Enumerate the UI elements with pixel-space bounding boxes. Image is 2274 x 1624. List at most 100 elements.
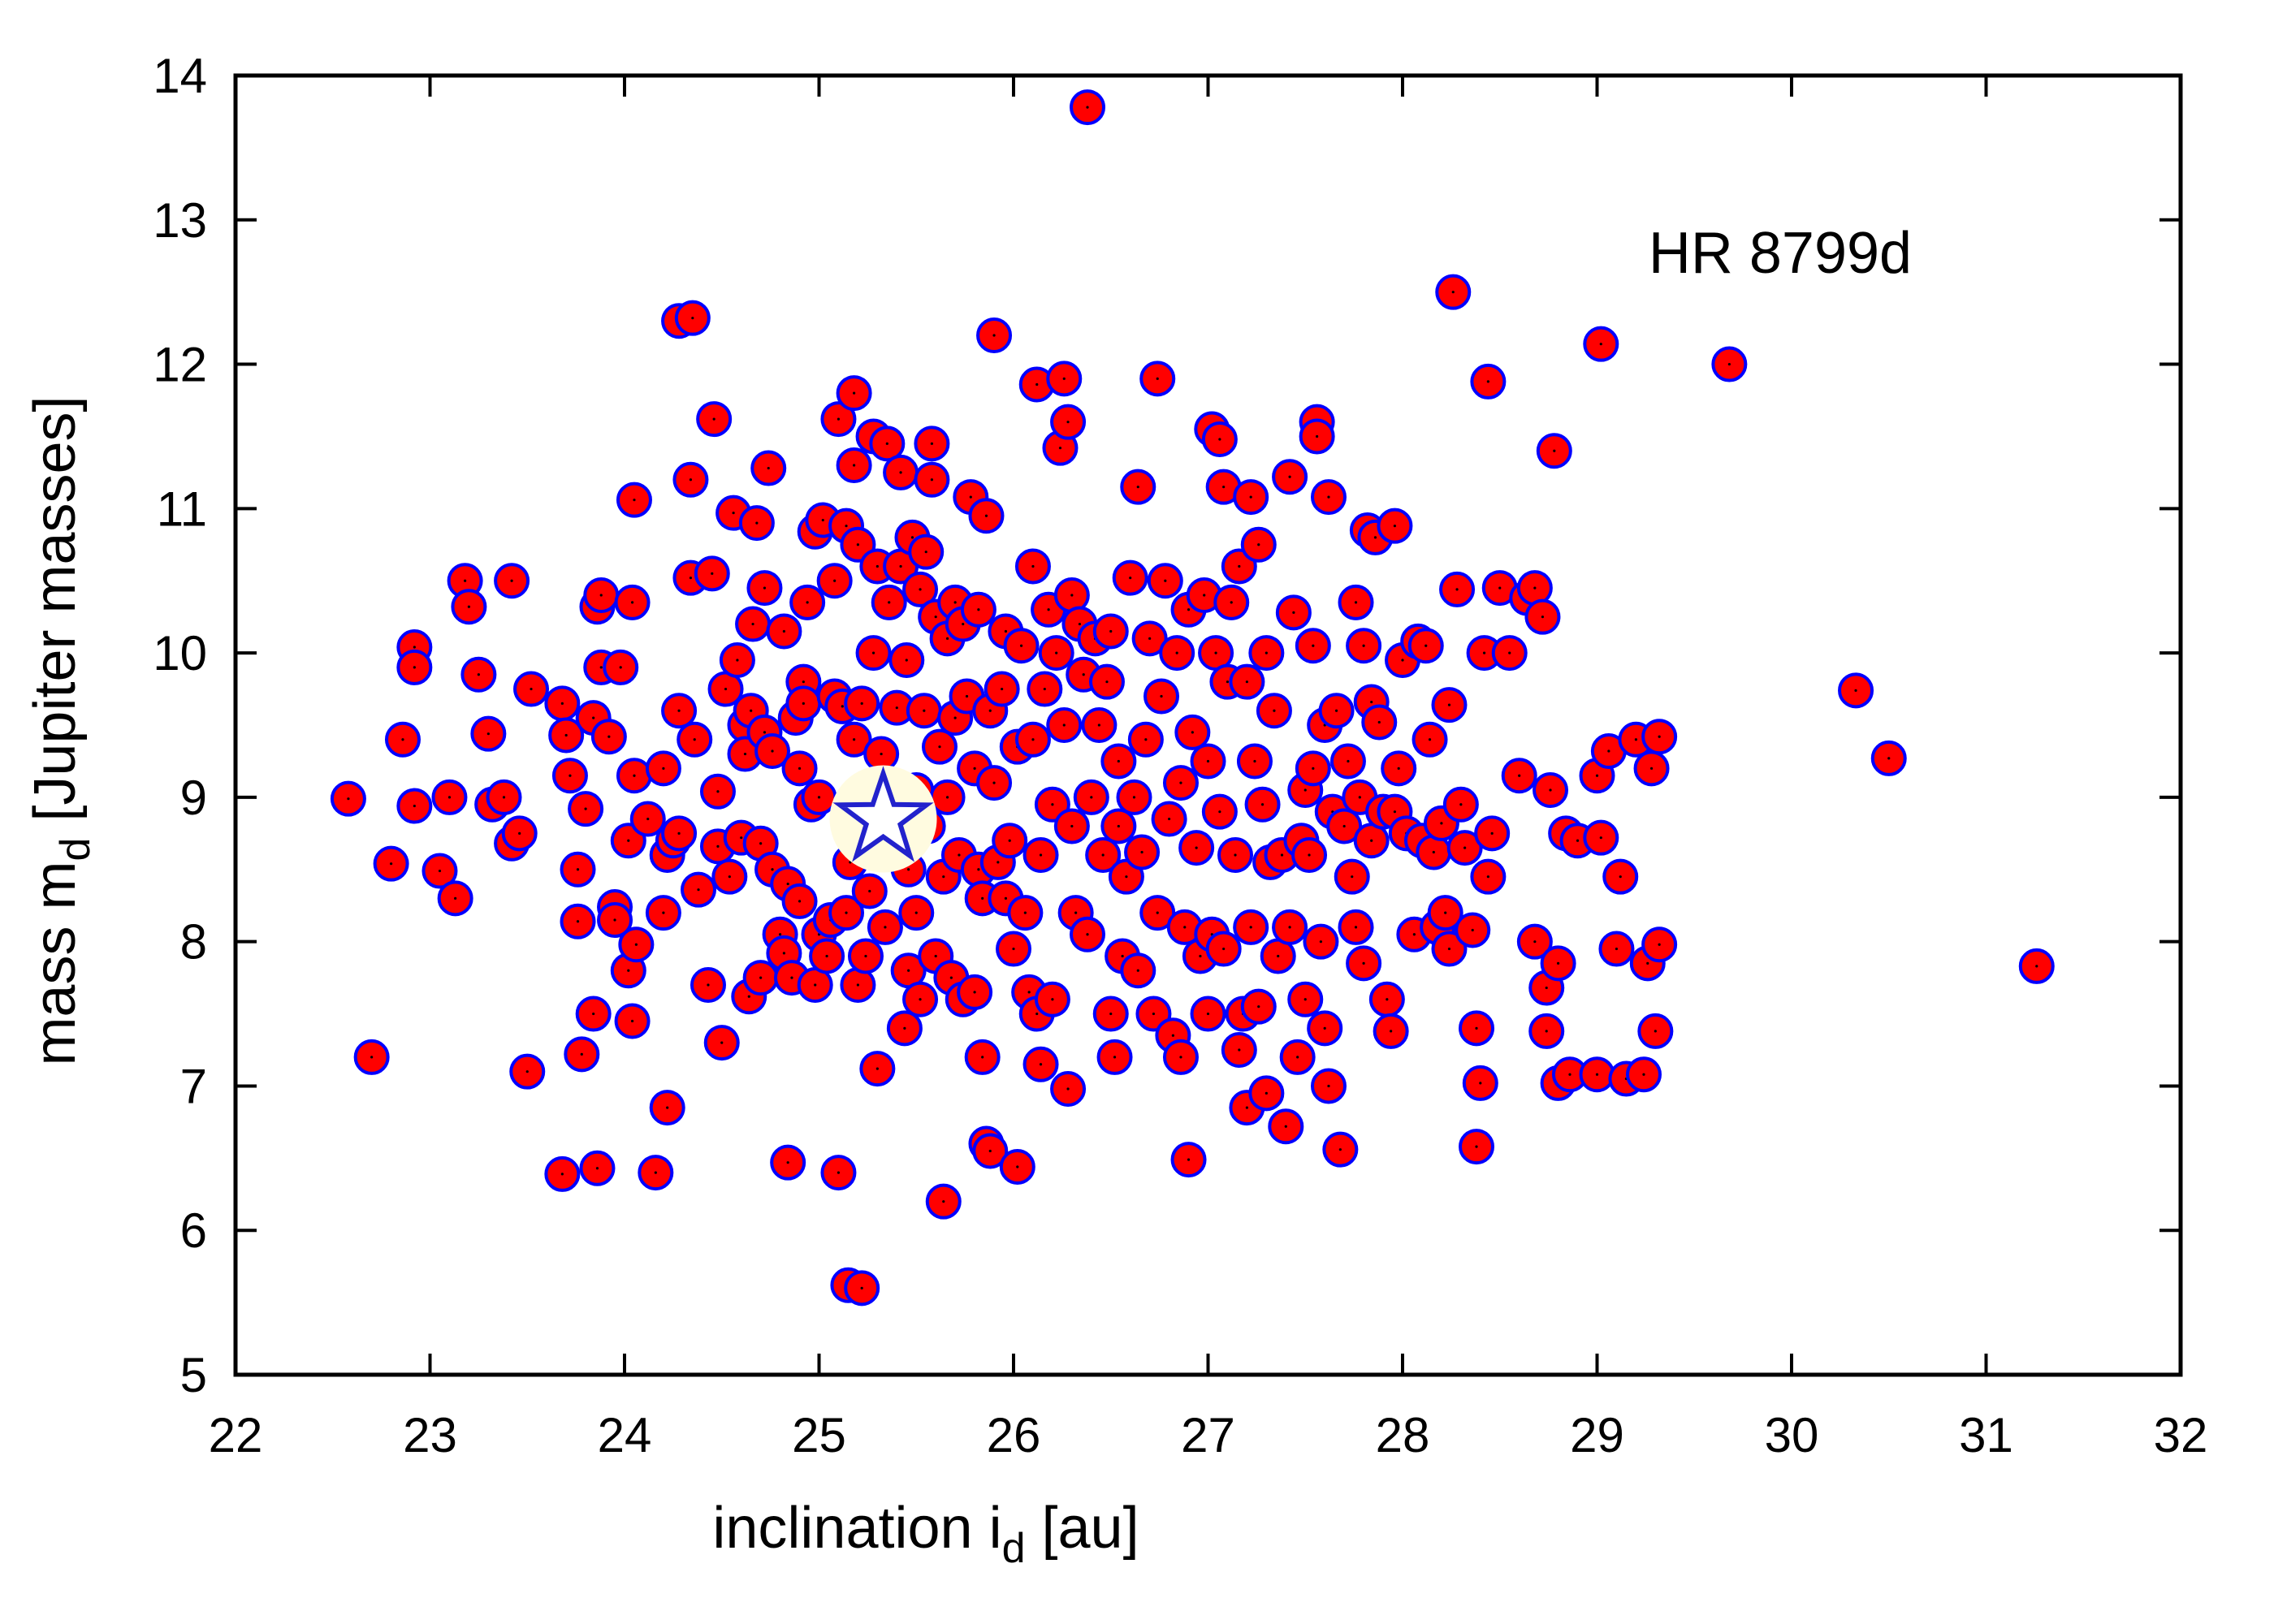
data-point-197 bbox=[1038, 635, 1074, 672]
y-tick-label: 7 bbox=[180, 1059, 207, 1113]
data-point-58 bbox=[674, 300, 711, 336]
data-point-224 bbox=[1120, 469, 1156, 505]
data-point-168 bbox=[964, 1039, 1001, 1075]
data-point-258 bbox=[1221, 1032, 1257, 1068]
data-point-120 bbox=[844, 685, 880, 722]
data-point-352 bbox=[1540, 945, 1576, 982]
data-point-298 bbox=[1334, 858, 1370, 895]
data-point-342 bbox=[1501, 758, 1537, 794]
data-point-50 bbox=[649, 1090, 685, 1126]
data-point-275 bbox=[1268, 1108, 1304, 1145]
y-tick-label: 9 bbox=[180, 771, 207, 825]
data-point-370 bbox=[1641, 926, 1678, 963]
data-point-96 bbox=[789, 584, 826, 620]
data-point-103 bbox=[809, 938, 845, 974]
data-point-254 bbox=[1205, 931, 1242, 967]
data-point-362 bbox=[1602, 858, 1639, 895]
data-point-278 bbox=[1275, 594, 1312, 631]
data-point-105 bbox=[816, 563, 853, 599]
data-point-135 bbox=[886, 1010, 923, 1047]
data-point-312 bbox=[1377, 508, 1413, 544]
data-point-292 bbox=[1310, 1068, 1347, 1104]
data-point-114 bbox=[836, 375, 872, 412]
x-tick-label: 24 bbox=[598, 1408, 652, 1462]
data-point-329 bbox=[1439, 571, 1476, 607]
data-point-173 bbox=[972, 1133, 1009, 1169]
data-point-119 bbox=[844, 1270, 880, 1307]
data-point-143 bbox=[902, 571, 939, 607]
y-tick-label: 13 bbox=[153, 193, 207, 248]
data-point-222 bbox=[1112, 559, 1148, 596]
data-point-151 bbox=[921, 728, 958, 765]
data-point-61 bbox=[690, 967, 726, 1003]
data-point-236 bbox=[1159, 635, 1195, 672]
data-point-238 bbox=[1162, 765, 1199, 801]
data-point-314 bbox=[1381, 750, 1417, 787]
data-point-283 bbox=[1291, 837, 1328, 873]
data-point-192 bbox=[1022, 837, 1059, 873]
data-point-41 bbox=[614, 584, 651, 620]
data-point-225 bbox=[1120, 952, 1156, 989]
data-point-265 bbox=[1236, 743, 1273, 780]
data-point-357 bbox=[1579, 1056, 1615, 1093]
data-point-154 bbox=[929, 779, 966, 815]
data-point-7 bbox=[422, 853, 458, 889]
data-point-167 bbox=[960, 591, 996, 628]
data-point-82 bbox=[750, 450, 787, 486]
data-point-203 bbox=[1053, 808, 1090, 844]
data-point-308 bbox=[1361, 704, 1398, 741]
data-point-53 bbox=[661, 815, 698, 852]
x-tick-label: 23 bbox=[403, 1408, 457, 1462]
data-point-6 bbox=[396, 649, 433, 685]
data-point-297 bbox=[1329, 743, 1366, 780]
data-point-108 bbox=[820, 1155, 857, 1191]
axis-ticks bbox=[234, 74, 2182, 1376]
data-point-285 bbox=[1295, 750, 1331, 787]
data-point-325 bbox=[1427, 895, 1463, 931]
data-point-81 bbox=[746, 570, 783, 607]
data-point-234 bbox=[1151, 801, 1187, 837]
data-point-374 bbox=[2018, 948, 2055, 984]
data-point-341 bbox=[1491, 635, 1528, 672]
data-point-46 bbox=[629, 801, 666, 837]
data-point-214 bbox=[1088, 663, 1125, 700]
data-point-216 bbox=[1092, 613, 1129, 650]
data-point-63 bbox=[696, 401, 733, 438]
y-tick-label: 6 bbox=[180, 1203, 207, 1258]
data-point-45 bbox=[618, 926, 655, 963]
data-point-350 bbox=[1536, 433, 1572, 469]
data-point-267 bbox=[1240, 988, 1277, 1025]
x-tick-label: 28 bbox=[1376, 1408, 1430, 1462]
data-point-227 bbox=[1127, 721, 1164, 758]
data-point-56 bbox=[672, 461, 709, 498]
data-point-252 bbox=[1201, 793, 1238, 830]
data-point-231 bbox=[1139, 895, 1176, 931]
data-point-321 bbox=[1412, 721, 1448, 758]
data-point-127 bbox=[863, 736, 900, 772]
x-axis-title: inclination id [au] bbox=[712, 1496, 1139, 1572]
data-point-141 bbox=[898, 895, 935, 931]
data-point-358 bbox=[1583, 819, 1619, 856]
data-point-228 bbox=[1131, 620, 1168, 657]
data-point-28 bbox=[568, 791, 604, 827]
data-point-177 bbox=[984, 671, 1020, 707]
data-point-11 bbox=[451, 589, 487, 625]
data-point-121 bbox=[847, 938, 884, 974]
data-point-33 bbox=[583, 577, 620, 613]
data-point-68 bbox=[711, 858, 748, 895]
data-point-4 bbox=[396, 788, 433, 824]
data-point-60 bbox=[681, 871, 717, 908]
data-point-115 bbox=[836, 447, 872, 483]
x-tick-label: 31 bbox=[1959, 1408, 2013, 1462]
x-tick-label: 27 bbox=[1181, 1408, 1235, 1462]
data-point-284 bbox=[1295, 628, 1331, 664]
data-point-144 bbox=[906, 693, 942, 729]
data-point-209 bbox=[1070, 89, 1106, 126]
data-point-261 bbox=[1229, 663, 1265, 700]
data-point-25 bbox=[560, 903, 596, 939]
y-tick-label: 8 bbox=[180, 915, 207, 970]
data-point-202 bbox=[1050, 1071, 1087, 1107]
data-point-213 bbox=[1085, 837, 1122, 873]
best-fit-marker bbox=[829, 765, 937, 873]
data-point-116 bbox=[836, 721, 872, 758]
